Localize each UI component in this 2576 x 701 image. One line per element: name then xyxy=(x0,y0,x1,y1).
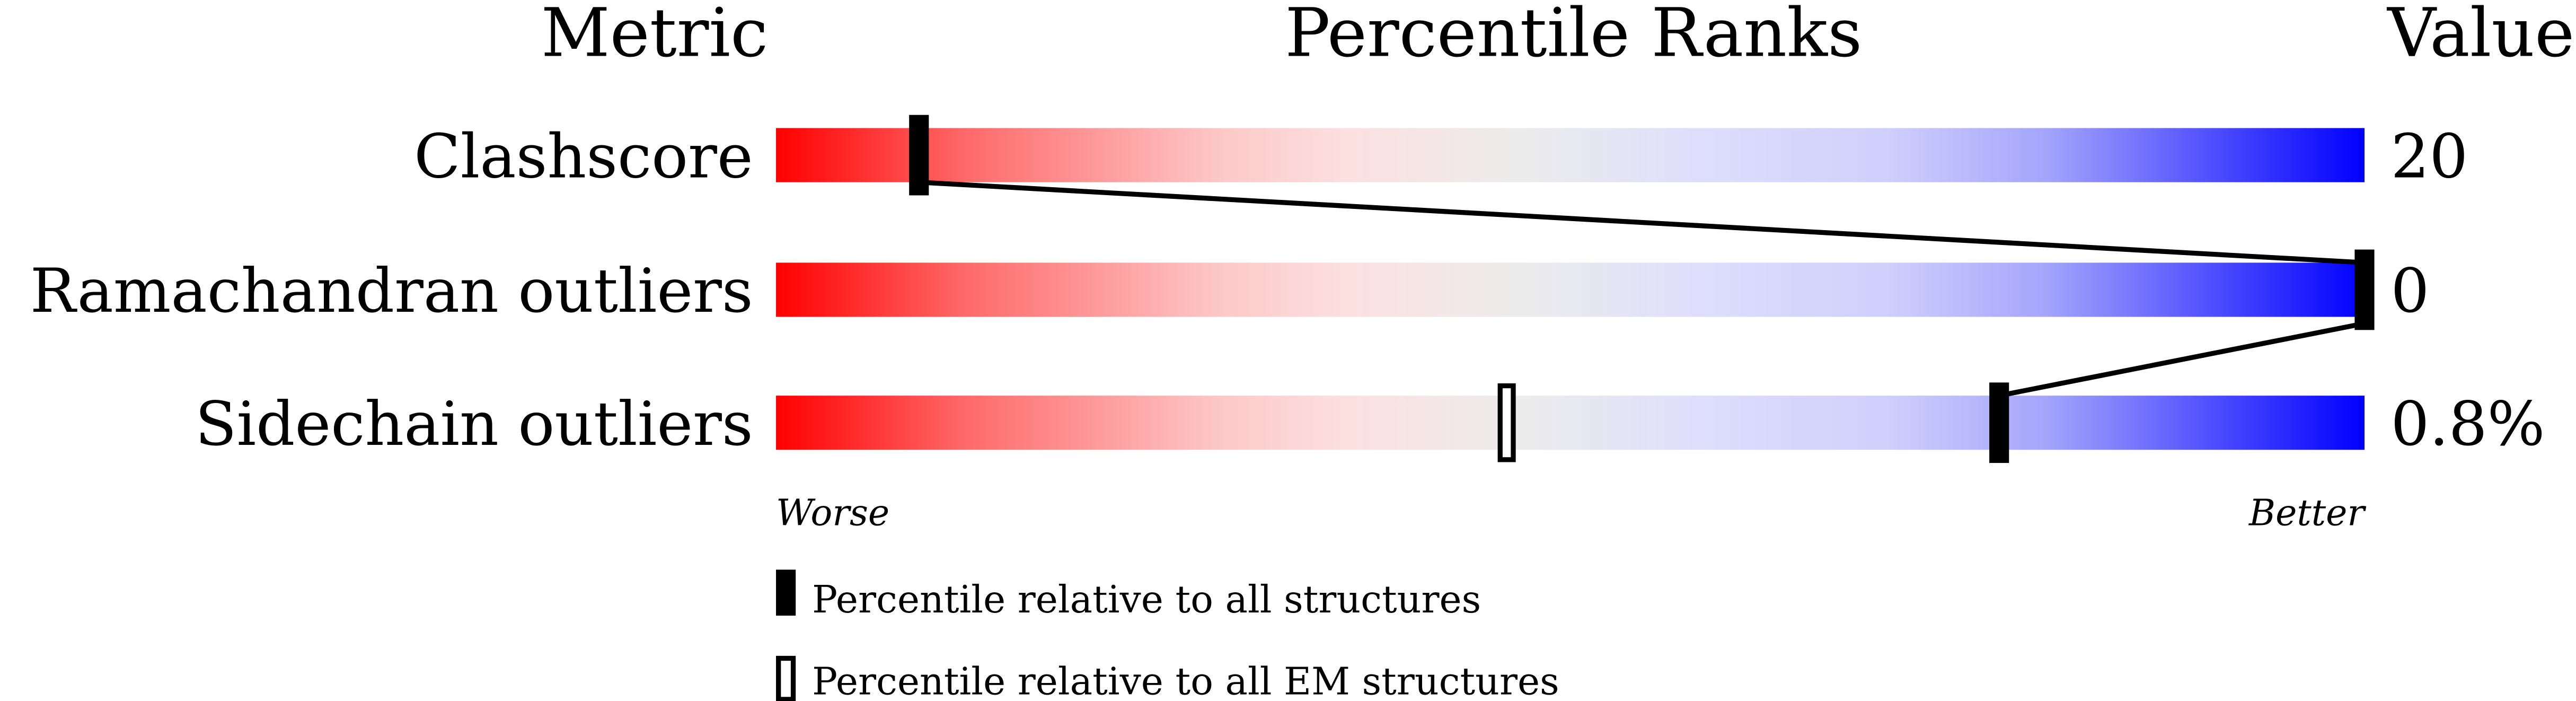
legend-em-label: Percentile relative to all EM structures xyxy=(812,660,1559,701)
metric-label: Clashscore xyxy=(414,121,753,192)
percentile-bar xyxy=(776,396,2365,450)
header-value: Value xyxy=(2386,0,2574,72)
header-metric: Metric xyxy=(541,0,768,72)
legend-all-label: Percentile relative to all structures xyxy=(812,577,1481,621)
axis-label-worse: Worse xyxy=(776,493,889,534)
metric-label: Sidechain outliers xyxy=(195,389,753,460)
marker-em xyxy=(1497,383,1516,462)
legend-all-marker xyxy=(776,569,796,616)
legend-em-marker xyxy=(776,655,796,701)
axis-label-better: Better xyxy=(2248,493,2366,534)
percentile-bar xyxy=(776,262,2365,317)
connector-line xyxy=(919,180,2367,398)
metric-value: 0 xyxy=(2391,256,2430,327)
metric-label: Ramachandran outliers xyxy=(30,256,753,327)
metric-value: 0.8% xyxy=(2391,389,2545,460)
percentile-bar xyxy=(776,128,2365,182)
metric-value: 20 xyxy=(2391,121,2468,192)
header-percentile-ranks: Percentile Ranks xyxy=(1285,0,1862,72)
